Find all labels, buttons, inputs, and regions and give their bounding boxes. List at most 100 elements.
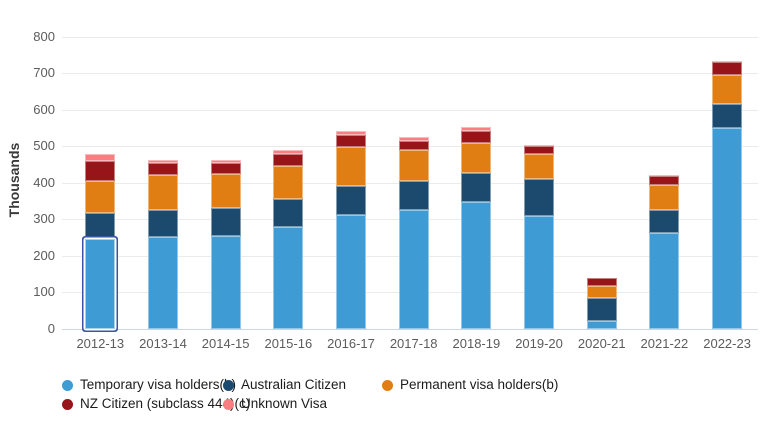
- x-tick-label: 2019-20: [515, 335, 563, 351]
- bar-segment-2016-17[interactable]: [336, 214, 367, 329]
- y-tick-label: 0: [47, 320, 55, 336]
- bar-segment-2019-20[interactable]: [524, 215, 555, 329]
- gridline: [62, 109, 758, 111]
- bar-segment-2012-13[interactable]: [85, 180, 116, 214]
- bar-segment-2014-15[interactable]: [210, 174, 241, 208]
- legend-label: NZ Citizen (subclass 444)(c): [80, 396, 251, 411]
- bar-segment-2019-20[interactable]: [524, 179, 555, 216]
- legend-label: Australian Citizen: [241, 377, 347, 392]
- bar-segment-2021-22[interactable]: [649, 184, 680, 211]
- bar-segment-2022-23[interactable]: [712, 127, 743, 329]
- gridline: [62, 73, 758, 75]
- bar-segment-2017-18[interactable]: [398, 150, 429, 182]
- bar-2012-13: [85, 154, 116, 329]
- bar-segment-2015-16[interactable]: [273, 150, 304, 155]
- bar-segment-2016-17[interactable]: [336, 130, 367, 135]
- bar-segment-2017-18[interactable]: [398, 137, 429, 141]
- bar-segment-2013-14[interactable]: [147, 174, 178, 210]
- bar-segment-2014-15[interactable]: [210, 163, 241, 175]
- bar-segment-2015-16[interactable]: [273, 198, 304, 228]
- legend-label: Permanent visa holders(b): [400, 377, 559, 392]
- bar-segment-2015-16[interactable]: [273, 154, 304, 167]
- bar-segment-2013-14[interactable]: [147, 209, 178, 238]
- bar-segment-2017-18[interactable]: [398, 140, 429, 151]
- legend-item-permanent-visa-holders[interactable]: Permanent visa holders(b): [382, 376, 558, 394]
- legend-label: Unknown Visa: [241, 396, 328, 411]
- bar-segment-2016-17[interactable]: [336, 134, 367, 147]
- y-tick-label: 400: [33, 174, 55, 190]
- bar-segment-2021-22[interactable]: [649, 233, 680, 329]
- y-tick-label: 700: [33, 65, 55, 81]
- bar-segment-2015-16[interactable]: [273, 166, 304, 199]
- bar-2018-19: [461, 127, 492, 329]
- x-tick-label: 2022-23: [703, 335, 751, 351]
- bar-2019-20: [524, 145, 555, 329]
- x-tick-label: 2012-13: [76, 335, 125, 351]
- bar-segment-2017-18[interactable]: [398, 181, 429, 211]
- bar-segment-2014-15[interactable]: [210, 235, 241, 329]
- bar-segment-2018-19[interactable]: [461, 142, 492, 173]
- bar-segment-2020-21[interactable]: [586, 297, 617, 321]
- legend-marker-nz-citizen-icon: [62, 398, 73, 410]
- legend-marker-temporary-icon: [62, 379, 73, 391]
- bar-segment-2013-14[interactable]: [147, 162, 178, 175]
- bar-segment-2012-13[interactable]: [85, 239, 116, 329]
- x-tick-label: 2021-22: [640, 335, 689, 351]
- bar-segment-2022-23[interactable]: [712, 61, 743, 76]
- x-tick-label: 2015-16: [264, 335, 313, 351]
- y-tick-label: 300: [33, 211, 55, 227]
- bar-2021-22: [649, 175, 680, 329]
- legend-item-nz-citizen[interactable]: NZ Citizen (subclass 444)(c): [62, 395, 250, 413]
- bar-segment-2018-19[interactable]: [461, 130, 492, 143]
- y-tick-label: 500: [33, 138, 55, 154]
- legend-label: Temporary visa holders(b): [80, 377, 237, 392]
- bar-segment-2017-18[interactable]: [398, 210, 429, 329]
- bar-2015-16: [273, 150, 304, 329]
- y-tick-label: 600: [33, 101, 55, 117]
- bar-segment-2018-19[interactable]: [461, 127, 492, 131]
- bar-segment-2012-13[interactable]: [85, 161, 116, 181]
- bar-2020-21: [586, 277, 617, 329]
- bar-segment-2020-21[interactable]: [586, 277, 617, 286]
- x-tick-label: 2016-17: [327, 335, 375, 351]
- y-tick-label: 200: [33, 247, 55, 263]
- bar-segment-2020-21[interactable]: [586, 285, 617, 298]
- bar-segment-2014-15[interactable]: [210, 207, 241, 236]
- legend-marker-australian-citizen-icon: [223, 379, 234, 391]
- bar-segment-2018-19[interactable]: [461, 172, 492, 203]
- bar-segment-2022-23[interactable]: [712, 104, 743, 128]
- bar-segment-2012-13[interactable]: [85, 213, 116, 240]
- legend-item-temporary-visa-holders[interactable]: Temporary visa holders(b): [62, 376, 236, 394]
- x-tick-label: 2017-18: [389, 335, 438, 351]
- x-axis-line: [62, 328, 758, 330]
- bar-segment-2022-23[interactable]: [712, 75, 743, 105]
- bar-segment-2016-17[interactable]: [336, 185, 367, 215]
- bar-2017-18: [398, 137, 429, 329]
- bar-2022-23: [712, 61, 743, 329]
- legend-item-unknown-visa[interactable]: Unknown Visa: [223, 395, 327, 413]
- bar-2013-14: [147, 159, 178, 329]
- y-tick-label: 100: [33, 284, 55, 300]
- bar-segment-2015-16[interactable]: [273, 227, 304, 329]
- legend-marker-unknown-visa-icon: [223, 398, 234, 410]
- bar-segment-2014-15[interactable]: [210, 160, 241, 164]
- bar-segment-2021-22[interactable]: [649, 175, 680, 185]
- bar-segment-2018-19[interactable]: [461, 202, 492, 329]
- bar-2014-15: [210, 160, 241, 329]
- gridline: [62, 37, 758, 38]
- legend-item-australian-citizen[interactable]: Australian Citizen: [223, 376, 346, 394]
- x-tick-label: 2020-21: [577, 335, 626, 351]
- x-tick-label: 2014-15: [201, 335, 250, 351]
- bar-segment-2012-13[interactable]: [85, 154, 116, 162]
- bar-2016-17: [336, 130, 367, 329]
- bar-segment-2020-21[interactable]: [586, 320, 617, 329]
- bar-segment-2021-22[interactable]: [649, 210, 680, 234]
- bar-segment-2013-14[interactable]: [147, 159, 178, 163]
- bar-segment-2016-17[interactable]: [336, 146, 367, 186]
- bar-segment-2019-20[interactable]: [524, 145, 555, 154]
- bar-segment-2019-20[interactable]: [524, 153, 555, 180]
- legend-marker-permanent-icon: [382, 379, 393, 391]
- y-tick-label: 800: [33, 29, 55, 44]
- bar-segment-2013-14[interactable]: [147, 237, 178, 329]
